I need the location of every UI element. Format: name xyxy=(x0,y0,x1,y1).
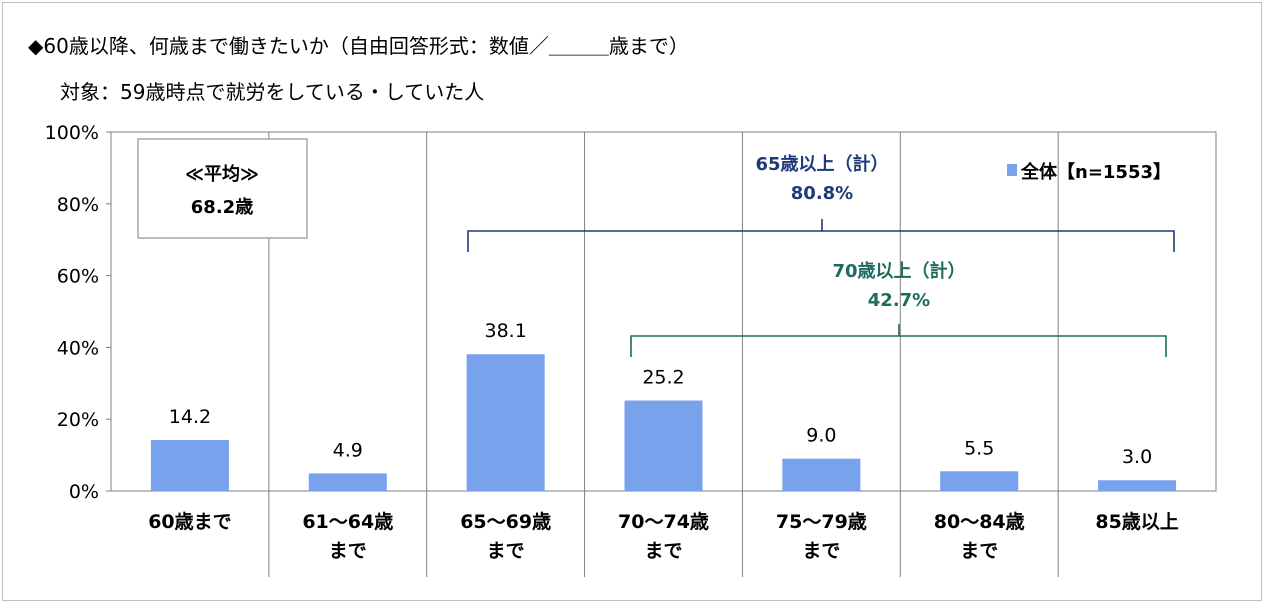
x-tick-label: まで xyxy=(329,540,367,562)
bracket-70-plus xyxy=(630,324,1167,357)
bar-value-label: 9.0 xyxy=(806,425,836,447)
x-tick-label: 60歳まで xyxy=(148,511,231,533)
x-tick-label: 70～74歳 xyxy=(618,511,709,533)
x-tick-label: まで xyxy=(802,540,840,562)
x-tick-label: まで xyxy=(487,540,525,562)
bar-value-label: 3.0 xyxy=(1122,446,1152,468)
y-tick-label: 100% xyxy=(45,122,99,144)
bar xyxy=(624,400,703,491)
bar-value-label: 4.9 xyxy=(333,439,363,461)
x-axis: 60歳まで 61～64歳まで65～69歳まで70～74歳まで75～79歳まで80～… xyxy=(148,511,1179,562)
bar xyxy=(940,471,1019,491)
y-tick-label: 80% xyxy=(57,194,99,216)
legend-swatch xyxy=(1007,164,1017,176)
y-tick-label: 0% xyxy=(69,481,99,503)
y-tick-label: 60% xyxy=(57,266,99,288)
bracket-70-plus-value: 42.7% xyxy=(868,290,930,311)
y-tick-label: 20% xyxy=(57,409,99,431)
bracket-70-plus-label: 70歳以上（計） xyxy=(832,260,965,282)
bar xyxy=(1098,480,1177,491)
bracket-65-plus-value: 80.8% xyxy=(791,183,853,204)
bracket-65-plus xyxy=(467,219,1175,252)
average-label: ≪平均≫ xyxy=(185,163,259,185)
average-box xyxy=(137,138,308,239)
bracket-65-plus-label: 65歳以上（計） xyxy=(755,153,888,175)
x-tick-label: 61～64歳 xyxy=(302,511,393,533)
y-axis: 0% 20% 40% 60% 80% 100% xyxy=(45,122,111,503)
y-tick-label: 40% xyxy=(57,337,99,359)
bar-value-label: 5.5 xyxy=(964,437,994,459)
x-tick-label: 65～69歳 xyxy=(460,511,551,533)
x-tick-label: まで xyxy=(960,540,998,562)
bar xyxy=(308,473,387,491)
page-subtitle: 対象：59歳時点で就労をしている・していた人 xyxy=(60,80,485,104)
x-tick-label: 75～79歳 xyxy=(776,511,867,533)
bar xyxy=(150,440,229,491)
x-tick-label: 85歳以上 xyxy=(1095,511,1178,533)
bar xyxy=(466,354,545,491)
bar-value-label: 38.1 xyxy=(484,320,526,342)
legend-label: 全体【n=1553】 xyxy=(1020,161,1171,183)
bar xyxy=(782,458,861,491)
average-value: 68.2歳 xyxy=(191,197,253,218)
x-tick-label: 80～84歳 xyxy=(934,511,1025,533)
page-title: ◆60歳以降、何歳まで働きたいか（自由回答形式：数値／＿＿＿歳まで） xyxy=(28,34,689,58)
bar-series: 14.2 4.9 38.1 25.2 9.0 5.5 3.0 xyxy=(150,320,1177,491)
x-tick-label: まで xyxy=(644,540,682,562)
bar-value-label: 25.2 xyxy=(642,367,684,389)
bar-value-label: 14.2 xyxy=(169,406,211,428)
